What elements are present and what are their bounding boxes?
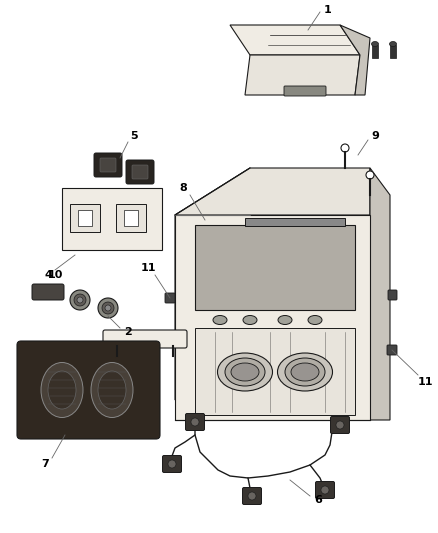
Text: 2: 2 [124,327,132,337]
FancyBboxPatch shape [70,204,100,232]
Polygon shape [195,328,355,415]
FancyBboxPatch shape [132,165,148,179]
Polygon shape [370,168,390,420]
Polygon shape [195,225,355,310]
Polygon shape [340,25,370,95]
Ellipse shape [213,316,227,325]
Ellipse shape [278,316,292,325]
Circle shape [105,305,111,311]
Polygon shape [372,45,378,58]
Polygon shape [390,45,396,58]
Circle shape [77,297,83,303]
FancyBboxPatch shape [103,330,187,348]
Polygon shape [230,25,360,55]
Ellipse shape [218,353,272,391]
Circle shape [321,486,329,494]
Text: 6: 6 [314,495,322,505]
FancyBboxPatch shape [124,210,138,226]
Ellipse shape [308,316,322,325]
Text: 4: 4 [44,270,52,280]
Ellipse shape [41,362,83,417]
Circle shape [191,418,199,426]
Ellipse shape [291,363,319,381]
FancyBboxPatch shape [78,210,92,226]
Ellipse shape [98,371,126,409]
Circle shape [336,421,344,429]
Text: 8: 8 [179,183,187,193]
Circle shape [168,460,176,468]
Ellipse shape [285,358,325,386]
Circle shape [74,294,86,306]
FancyBboxPatch shape [165,293,175,303]
FancyBboxPatch shape [32,284,64,300]
FancyBboxPatch shape [62,188,162,250]
FancyBboxPatch shape [245,218,345,226]
Ellipse shape [48,371,76,409]
Circle shape [248,492,256,500]
Circle shape [102,302,114,314]
Polygon shape [175,168,370,215]
Polygon shape [175,215,370,420]
Ellipse shape [231,363,259,381]
FancyBboxPatch shape [186,414,205,431]
Text: 1: 1 [324,5,332,15]
FancyBboxPatch shape [315,481,335,498]
Ellipse shape [243,316,257,325]
Text: 5: 5 [130,131,138,141]
Polygon shape [245,55,360,95]
Circle shape [341,144,349,152]
Ellipse shape [389,42,396,46]
Text: 11: 11 [140,263,156,273]
FancyBboxPatch shape [100,158,116,172]
Ellipse shape [278,353,332,391]
Circle shape [98,298,118,318]
Text: 7: 7 [41,459,49,469]
Text: 10: 10 [47,270,63,280]
FancyBboxPatch shape [243,488,261,505]
FancyBboxPatch shape [116,204,146,232]
FancyBboxPatch shape [126,160,154,184]
FancyBboxPatch shape [284,86,326,96]
Polygon shape [175,168,250,400]
FancyBboxPatch shape [387,345,397,355]
Circle shape [70,290,90,310]
FancyBboxPatch shape [94,153,122,177]
Ellipse shape [371,42,378,46]
FancyBboxPatch shape [331,416,350,433]
Circle shape [366,171,374,179]
Text: 11: 11 [417,377,433,387]
Text: 9: 9 [371,131,379,141]
FancyBboxPatch shape [162,456,181,472]
FancyBboxPatch shape [388,290,397,300]
Ellipse shape [91,362,133,417]
FancyBboxPatch shape [17,341,160,439]
Ellipse shape [225,358,265,386]
